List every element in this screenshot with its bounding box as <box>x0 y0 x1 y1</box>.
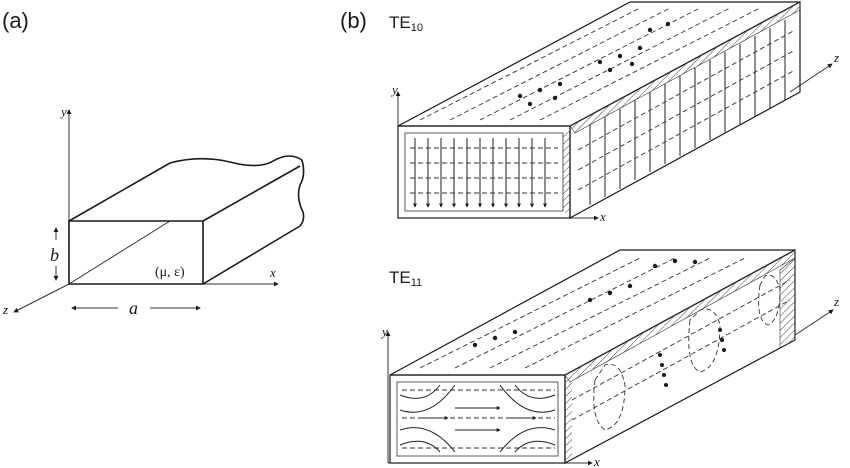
te11-z-axis <box>794 309 834 336</box>
te11-top-field <box>419 257 746 369</box>
te11-x-label: x <box>593 454 600 468</box>
material-label: (μ, ε) <box>155 265 185 280</box>
waveguide-box <box>68 155 305 285</box>
te11-y-label: y <box>380 324 388 339</box>
dim-b-label: b <box>50 245 59 265</box>
te10-top-field <box>419 7 761 121</box>
z-axis <box>13 283 70 313</box>
y-axis-label: y <box>59 104 67 119</box>
te10-z-label: z <box>833 50 839 65</box>
te10-cross-section-field <box>410 138 558 208</box>
te11-label: TE11 <box>389 268 422 289</box>
te10-y-label: y <box>390 82 398 97</box>
z-axis-label: z <box>2 302 8 317</box>
te11-diagram: TE11 y x z <box>380 248 839 468</box>
panel-a: (a) y x z b a (μ, ε) <box>2 8 305 318</box>
panel-b: (b) TE10 y x z <box>340 0 839 468</box>
te10-diagram: TE10 y x z <box>389 0 839 224</box>
te10-side-field <box>577 20 796 205</box>
panel-a-label: (a) <box>2 8 29 33</box>
te10-x-label: x <box>599 209 606 224</box>
te11-side-field <box>571 274 791 431</box>
te11-z-label: z <box>833 294 839 309</box>
panel-b-label: (b) <box>340 8 367 33</box>
te10-label: TE10 <box>389 13 423 34</box>
te10-z-axis <box>789 63 833 93</box>
dim-a-label: a <box>129 298 138 318</box>
x-axis-label: x <box>269 265 276 280</box>
te11-cross-section-field <box>399 384 556 453</box>
